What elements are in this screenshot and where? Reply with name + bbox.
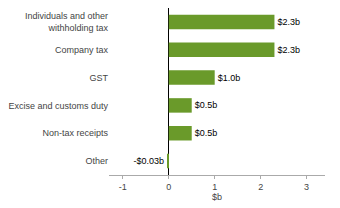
svg-text:$2.3b: $2.3b: [277, 45, 300, 55]
svg-text:$1.0b: $1.0b: [218, 73, 241, 83]
svg-text:1: 1: [212, 182, 217, 192]
svg-text:Individuals and otherwithholdi: Individuals and otherwithholding tax: [25, 11, 109, 33]
svg-text:0: 0: [166, 182, 171, 192]
svg-text:2: 2: [258, 182, 263, 192]
svg-text:$0.5b: $0.5b: [195, 100, 218, 110]
svg-text:$0.5b: $0.5b: [195, 128, 218, 138]
svg-text:Other: Other: [85, 156, 108, 166]
svg-text:$2.3b: $2.3b: [277, 17, 300, 27]
svg-text:-1: -1: [119, 182, 127, 192]
svg-text:-$0.03b: -$0.03b: [133, 156, 164, 166]
svg-text:GST: GST: [89, 73, 108, 83]
svg-text:$b: $b: [212, 192, 222, 202]
svg-text:Company tax: Company tax: [55, 45, 109, 55]
svg-text:Excise and customs duty: Excise and customs duty: [8, 101, 108, 111]
svg-text:3: 3: [304, 182, 309, 192]
svg-text:Non-tax receipts: Non-tax receipts: [42, 128, 108, 138]
